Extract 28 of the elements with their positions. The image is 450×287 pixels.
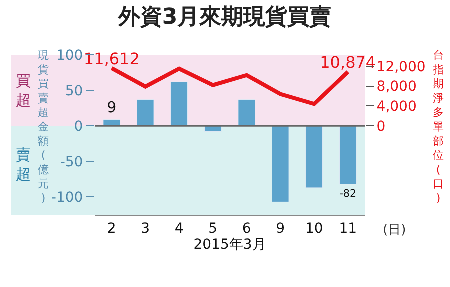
y-tick-label: -50 xyxy=(60,154,84,171)
text: 現貨買賣超金額(億元) xyxy=(38,49,49,205)
x-axis-title: 2015年3月 xyxy=(194,236,266,253)
data-label: -82 xyxy=(340,188,357,200)
text: 台指期淨多單部位(口) xyxy=(433,49,444,205)
x-tick-label: 11 xyxy=(339,220,358,237)
x-tick-label: 6 xyxy=(242,220,252,237)
x-tick-label: 4 xyxy=(174,220,184,237)
y2-tick-label: 4,000 xyxy=(376,99,417,116)
text: (日) xyxy=(383,223,406,238)
y-tick-label: 50 xyxy=(65,83,84,100)
data-label: 9 xyxy=(107,98,117,117)
chart-title: 外資3月來期現貨買賣 xyxy=(117,5,332,30)
x-tick-label: 3 xyxy=(141,220,150,237)
y2-tick-label: 0 xyxy=(376,118,386,135)
y2-tick-label: 8,000 xyxy=(376,79,417,96)
y-tick-label: -100 xyxy=(51,190,84,206)
x-tick-label: 2 xyxy=(107,220,116,237)
x-tick-label: 9 xyxy=(276,220,286,237)
y-tick-label: 100 xyxy=(56,48,84,64)
band-label: 買超 xyxy=(16,72,31,110)
y2-tick-label: 12,000 xyxy=(376,59,426,76)
y-tick-label: 0 xyxy=(74,119,84,136)
x-tick-label: 10 xyxy=(305,220,324,237)
x-tick-label: 5 xyxy=(208,220,218,237)
data-label: 11,612 xyxy=(84,49,140,68)
band-label: 賣超 xyxy=(16,146,31,184)
data-label: 10,874 xyxy=(320,53,376,72)
